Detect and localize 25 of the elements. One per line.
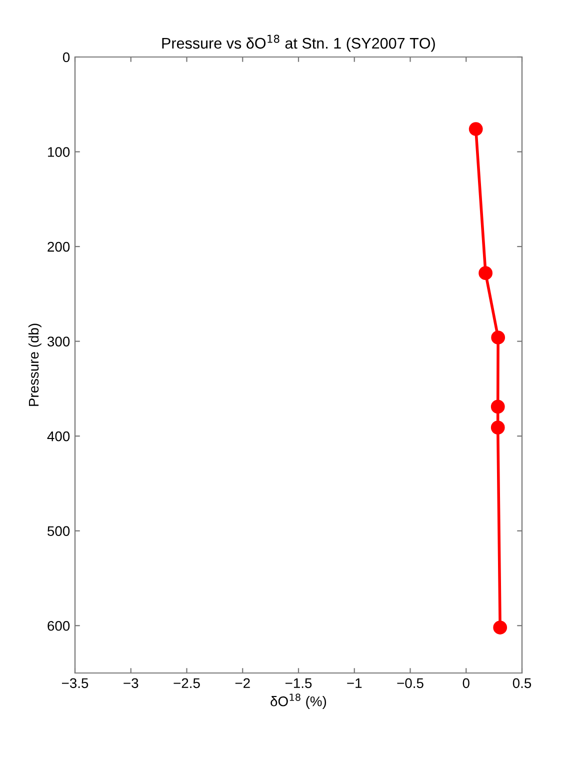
y-tick-label: 600 xyxy=(48,620,70,631)
y-tick-label: 500 xyxy=(48,526,70,536)
point xyxy=(490,420,505,434)
x-tick-label: −0.5 xyxy=(397,678,424,688)
x-tick-label: −1 xyxy=(347,678,362,688)
y-tick-label: 100 xyxy=(48,147,70,157)
y-tick-label: 400 xyxy=(47,431,70,442)
x-tick-label: −1.5 xyxy=(285,678,312,688)
y-tick-label: 200 xyxy=(48,242,70,252)
x-tick-label: −2 xyxy=(235,678,250,688)
point xyxy=(478,266,493,280)
y-tick-label: 300 xyxy=(48,336,70,346)
point xyxy=(493,620,508,634)
point xyxy=(490,400,505,414)
point xyxy=(468,122,483,136)
x-tick-label: 0.5 xyxy=(512,678,532,688)
x-axis-title: δO$^{18}$ (%) xyxy=(270,694,326,709)
y-axis-title: Pressure (db) xyxy=(28,324,42,406)
x-tick-label: 0 xyxy=(462,678,470,688)
x-tick-label: −2.5 xyxy=(174,678,200,688)
x-tick-label: −3 xyxy=(124,678,138,688)
chart-title: Pressure vs δO$^{18}$ at Stn. 1 (SY2007 TO) xyxy=(162,34,435,52)
y-tick-label: 0 xyxy=(62,52,70,62)
point xyxy=(491,330,506,344)
x-tick-label: −3.5 xyxy=(62,678,88,688)
